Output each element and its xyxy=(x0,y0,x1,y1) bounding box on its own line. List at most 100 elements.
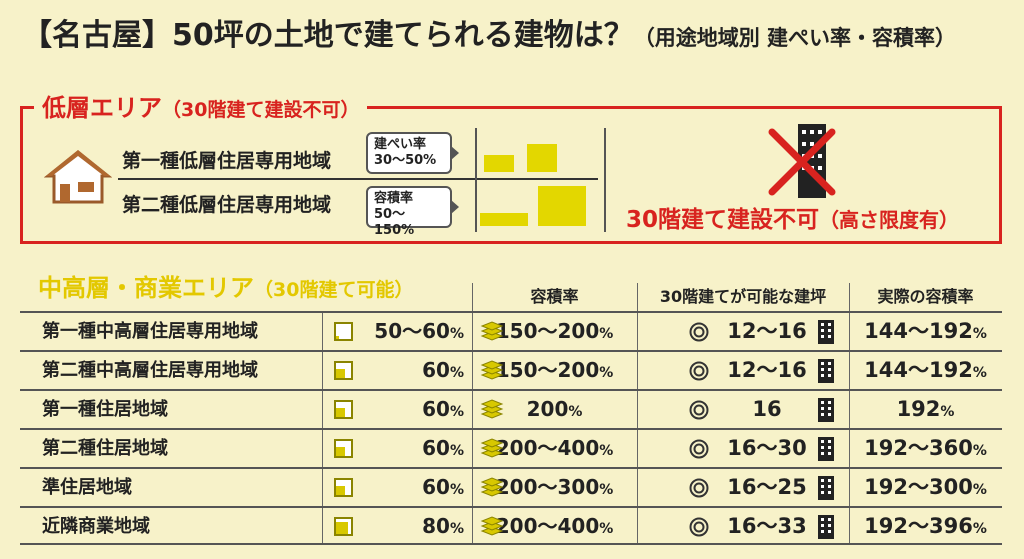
actual-value: 192〜360 xyxy=(864,436,973,460)
tsubo-value: 16〜30 xyxy=(727,436,807,460)
pct-sign: % xyxy=(599,482,614,498)
kenpei-cell: 60% xyxy=(322,430,472,467)
zone-table: 第一種中高層住居専用地域 50〜60% 150〜200% 12〜16 144〜192% 第… xyxy=(20,311,1002,545)
actual-ratio-cell: 144〜192% xyxy=(849,313,1002,350)
low-zone-1: 第一種低層住居専用地域 xyxy=(122,150,332,172)
floor-stack-icon xyxy=(480,516,504,536)
building-icon xyxy=(818,359,834,383)
coverage-square-icon xyxy=(334,361,353,380)
tsubo-cell: 16〜25 xyxy=(637,469,849,506)
tsubo-cell: 12〜16 xyxy=(637,313,849,350)
pct-sign: % xyxy=(449,482,464,498)
pct-sign: % xyxy=(449,443,464,459)
yoseki-value: 200〜400 xyxy=(495,514,600,538)
mid-area-heading-text: 中高層・商業エリア xyxy=(38,274,254,302)
column-divider xyxy=(472,283,473,545)
col-head-tsubo: 30階建てが可能な建坪 xyxy=(659,287,827,306)
kenpei-value: 50〜60 xyxy=(374,319,450,343)
yoseki-bubble: 容積率 50〜150% xyxy=(366,186,459,238)
tsubo-value: 12〜16 xyxy=(727,319,807,343)
pct-sign: % xyxy=(972,326,987,342)
yoseki-value: 200〜400 xyxy=(495,436,600,460)
pct-sign: % xyxy=(599,521,614,537)
low-zone-divider xyxy=(118,178,598,180)
yoseki-value: 150〜200 xyxy=(495,319,600,343)
verdict-note: （高さ限度有） xyxy=(819,208,960,232)
tsubo-cell: 16 xyxy=(637,391,849,428)
tsubo-value: 12〜16 xyxy=(727,358,807,382)
table-row: 近隣商業地域 80% 200〜400% 16〜33 192〜396% xyxy=(20,506,1002,545)
column-divider xyxy=(849,283,850,545)
title-main: 【名古屋】50坪の土地で建てられる建物は？ xyxy=(22,18,634,53)
kenpei-cell: 60% xyxy=(322,352,472,389)
low-area-heading: 低層エリア（30階建て建設不可） xyxy=(34,88,368,122)
yoseki-cell: 150〜200% xyxy=(472,352,637,389)
kenpei-bar-max xyxy=(527,144,557,172)
floor-stack-icon xyxy=(480,399,504,419)
zone-name: 第二種中高層住居専用地域 xyxy=(42,360,258,381)
double-circle-icon xyxy=(689,439,709,459)
table-row: 第二種中高層住居専用地域 60% 150〜200% 12〜16 144〜192% xyxy=(20,350,1002,389)
tsubo-cell: 12〜16 xyxy=(637,352,849,389)
kenpei-cell: 80% xyxy=(322,508,472,545)
kenpei-value: 60 xyxy=(422,436,450,460)
pct-sign: % xyxy=(449,404,464,420)
kenpei-value: 80 xyxy=(422,514,450,538)
actual-ratio-cell: 192〜300% xyxy=(849,469,1002,506)
col-head-yoseki: 容積率 xyxy=(530,287,579,306)
table-row: 第一種住居地域 60% 200% 16 192% xyxy=(20,389,1002,428)
tsubo-value: 16〜33 xyxy=(727,514,807,538)
floor-stack-icon xyxy=(480,360,504,380)
actual-value: 192〜396 xyxy=(864,514,973,538)
floor-stack-icon xyxy=(480,438,504,458)
double-circle-icon xyxy=(689,361,709,381)
floor-stack-icon xyxy=(480,321,504,341)
yoseki-label: 容積率 xyxy=(374,191,414,206)
kenpei-value: 60 xyxy=(422,475,450,499)
bar-axis-left xyxy=(475,128,477,232)
coverage-square-icon xyxy=(334,400,353,419)
zone-name: 近隣商業地域 xyxy=(42,516,150,537)
pct-sign: % xyxy=(972,365,987,381)
coverage-square-icon xyxy=(334,478,353,497)
zone-name: 第一種住居地域 xyxy=(42,399,168,420)
yoseki-cell: 200% xyxy=(472,391,637,428)
crossed-building-icon xyxy=(768,124,836,198)
actual-ratio-cell: 144〜192% xyxy=(849,352,1002,389)
table-row: 第二種住居地域 60% 200〜400% 16〜30 192〜360% xyxy=(20,428,1002,467)
actual-value: 192〜300 xyxy=(864,475,973,499)
verdict-text: 30階建て建設不可 xyxy=(626,207,820,233)
pct-sign: % xyxy=(972,443,987,459)
building-icon xyxy=(818,476,834,500)
actual-value: 144〜192 xyxy=(864,358,973,382)
pct-sign: % xyxy=(940,404,955,420)
pct-sign: % xyxy=(972,482,987,498)
low-area-heading-note: （30階建て建設不可） xyxy=(162,99,360,121)
building-icon xyxy=(818,437,834,461)
building-icon xyxy=(818,320,834,344)
actual-ratio-cell: 192〜360% xyxy=(849,430,1002,467)
pct-sign: % xyxy=(449,521,464,537)
coverage-square-icon xyxy=(334,439,353,458)
double-circle-icon xyxy=(689,400,709,420)
pct-sign: % xyxy=(568,404,583,420)
kenpei-value: 30〜50% xyxy=(374,153,437,168)
mid-area-heading-note: （30階建て可能） xyxy=(254,279,414,301)
yoseki-cell: 200〜300% xyxy=(472,469,637,506)
double-circle-icon xyxy=(689,517,709,537)
coverage-square-icon xyxy=(334,322,353,341)
double-circle-icon xyxy=(689,322,709,342)
yoseki-bar-max xyxy=(538,186,586,226)
title-sub: （用途地域別 建ぺい率・容積率） xyxy=(633,26,957,50)
pct-sign: % xyxy=(599,443,614,459)
tsubo-value: 16〜25 xyxy=(727,475,807,499)
low-area-box xyxy=(20,106,1002,244)
kenpei-cell: 50〜60% xyxy=(322,313,472,350)
kenpei-bar-min xyxy=(484,155,514,172)
house-icon xyxy=(44,150,112,204)
double-circle-icon xyxy=(689,478,709,498)
kenpei-cell: 60% xyxy=(322,391,472,428)
yoseki-cell: 200〜400% xyxy=(472,430,637,467)
table-row: 準住居地域 60% 200〜300% 16〜25 192〜300% xyxy=(20,467,1002,506)
actual-ratio-cell: 192〜396% xyxy=(849,508,1002,545)
